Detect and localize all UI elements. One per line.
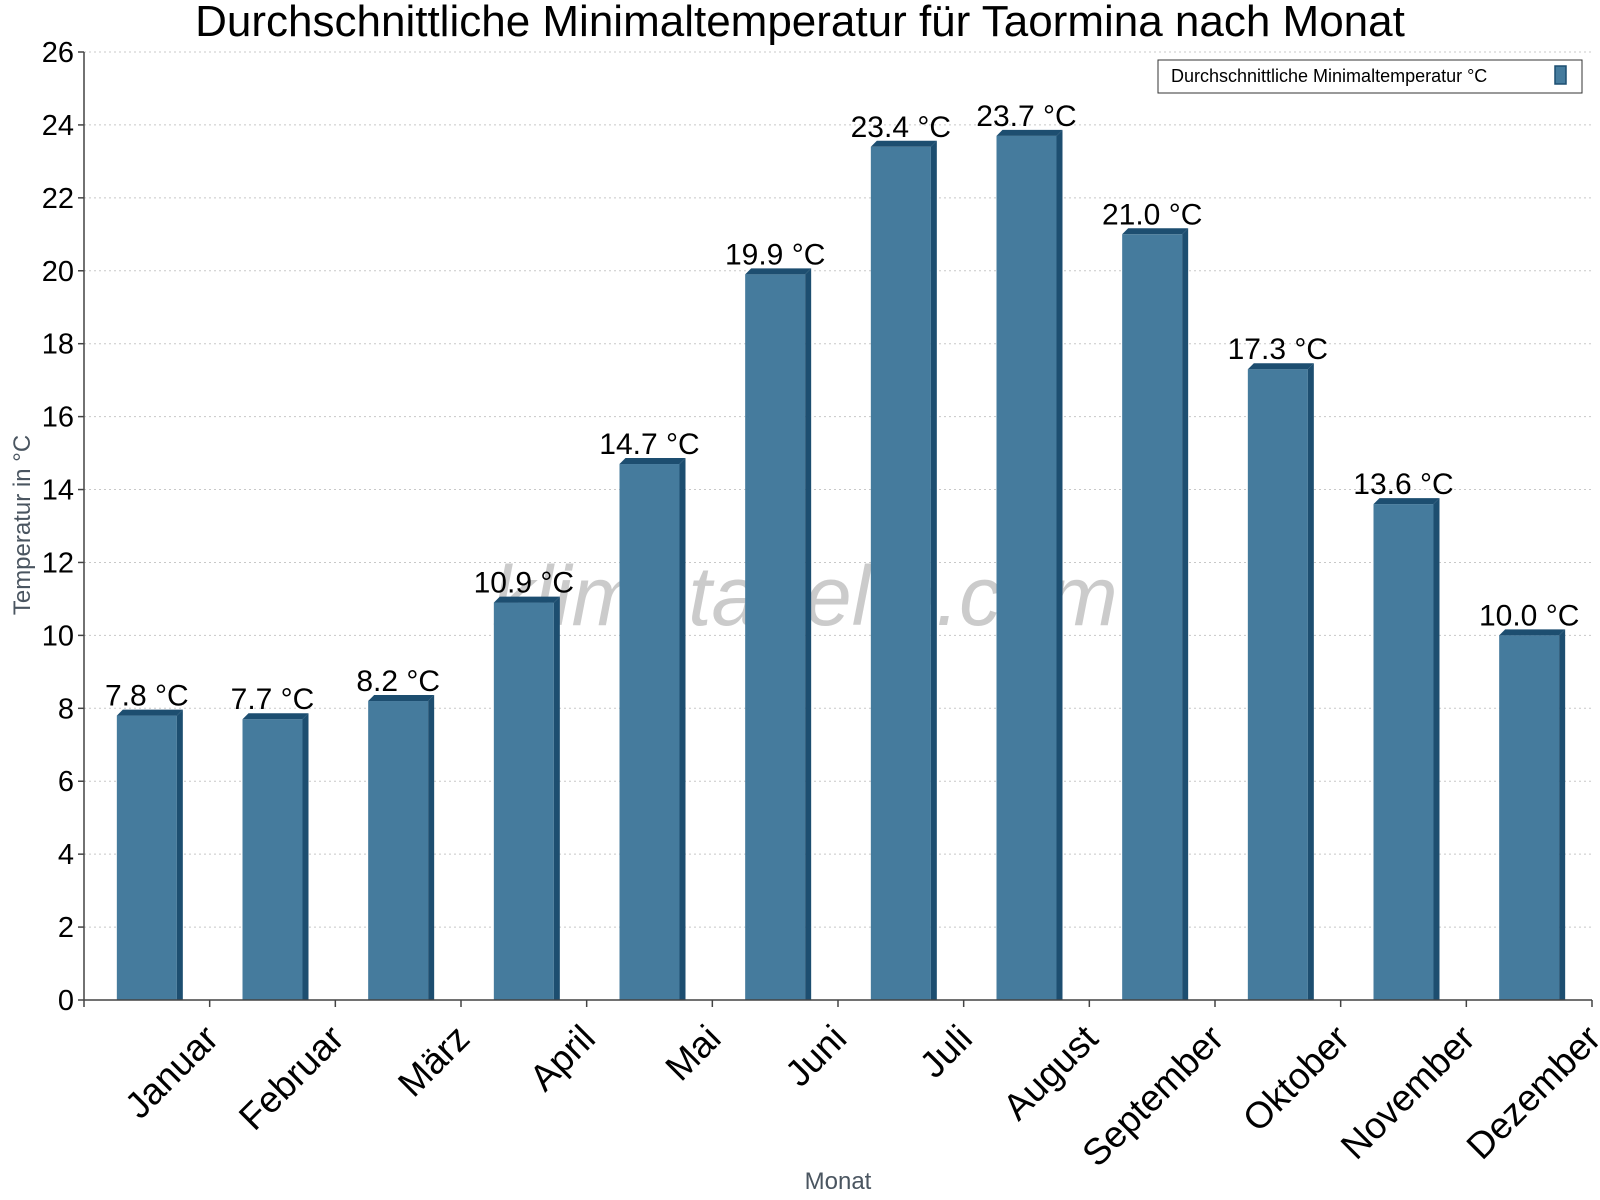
bar-side — [1307, 363, 1314, 1000]
data-labels: 7.8 °C 7.7 °C 8.2 °C 10.9 °C 14.7 °C 19.9 °C 2… — [105, 100, 1579, 716]
bar-face — [116, 715, 177, 1000]
bar — [1373, 498, 1440, 1000]
data-label: 10.9 °C — [474, 567, 574, 600]
bar-face — [493, 602, 554, 1000]
y-tick-label: 6 — [58, 766, 74, 798]
bar-face — [996, 135, 1057, 1000]
bar — [745, 268, 812, 1000]
bar-face — [745, 274, 806, 1000]
bar-top — [1247, 363, 1314, 370]
y-tick-label: 0 — [58, 985, 74, 1017]
bar-top — [1499, 629, 1566, 636]
y-tick-label: 26 — [42, 37, 74, 69]
bar-face — [870, 146, 931, 1001]
data-label: 8.2 °C — [356, 665, 440, 698]
bar — [870, 140, 937, 1001]
bar — [1247, 363, 1314, 1000]
bar-face — [619, 464, 680, 1000]
bar — [116, 709, 183, 1000]
legend-box — [1157, 59, 1583, 94]
bar-side — [1182, 228, 1189, 1001]
bar — [368, 695, 435, 1000]
y-tick-label: 22 — [42, 183, 74, 215]
bar-face — [1122, 234, 1183, 1001]
bar-side — [930, 140, 937, 1001]
y-tick-label: 24 — [42, 110, 74, 142]
x-axis-title: Monat — [805, 1168, 872, 1195]
x-tick-label: Dezember — [1459, 1017, 1600, 1167]
bar-side — [428, 695, 435, 1000]
bar-top — [116, 709, 183, 716]
bar-top — [745, 268, 812, 275]
bar — [1499, 629, 1566, 1000]
bar-top — [1122, 228, 1189, 235]
bar-top — [242, 713, 309, 720]
legend: Durchschnittliche Minimaltemperatur °C — [1157, 59, 1583, 94]
data-label: 23.4 °C — [851, 111, 951, 144]
bar-top — [870, 140, 937, 147]
y-tick-label: 20 — [42, 256, 74, 288]
x-axis-ticks: Januar Februar März April Mai Juni Juli AugustS… — [83, 1000, 1600, 1174]
bar-top — [1373, 498, 1440, 505]
x-tick-label: Juni — [777, 1017, 854, 1094]
gridlines — [84, 51, 1592, 928]
y-tick-label: 8 — [58, 693, 74, 725]
legend-swatch — [1554, 65, 1567, 85]
bar — [1122, 228, 1189, 1001]
bar-face — [1373, 504, 1434, 1000]
bar-side — [805, 268, 812, 1000]
y-tick-label: 10 — [42, 620, 74, 652]
bar-side — [1559, 629, 1566, 1000]
legend-item-label: Durchschnittliche Minimaltemperatur °C — [1171, 66, 1487, 86]
bar-top — [996, 129, 1063, 136]
bar-face — [1247, 369, 1308, 1000]
bar-top — [493, 596, 560, 603]
x-tick-label: März — [390, 1017, 477, 1104]
bar-side — [1433, 498, 1440, 1000]
x-tick-label: April — [522, 1017, 603, 1098]
data-label: 10.0 °C — [1479, 599, 1579, 632]
data-label: 19.9 °C — [725, 238, 825, 271]
bar-top — [368, 695, 435, 702]
bar — [493, 596, 560, 1000]
bar-face — [242, 719, 303, 1000]
bar-face — [1499, 635, 1560, 1000]
y-tick-label: 18 — [42, 329, 74, 361]
data-label: 7.8 °C — [105, 680, 189, 713]
x-tick-label: Januar — [117, 1017, 226, 1126]
data-label: 13.6 °C — [1353, 468, 1453, 501]
bar — [996, 129, 1063, 1000]
x-tick-label: Februar — [231, 1017, 352, 1138]
x-tick-label: November — [1333, 1017, 1483, 1167]
bar — [619, 458, 686, 1000]
x-tick-label: Oktober — [1235, 1017, 1357, 1139]
data-label: 23.7 °C — [976, 100, 1076, 133]
bars — [116, 129, 1566, 1001]
bar-top — [619, 458, 686, 465]
y-tick-label: 16 — [42, 402, 74, 434]
y-tick-label: 2 — [58, 912, 74, 944]
x-tick-label: August — [995, 1017, 1106, 1128]
bar-side — [553, 596, 560, 1000]
data-label: 17.3 °C — [1228, 333, 1328, 366]
bar — [242, 713, 309, 1000]
y-tick-label: 4 — [58, 839, 74, 871]
chart-title: Durchschnittliche Minimaltemperatur für … — [195, 0, 1405, 46]
data-label: 7.7 °C — [231, 683, 315, 716]
y-tick-label: 14 — [42, 475, 74, 507]
bar-side — [302, 713, 309, 1000]
bar-side — [1056, 129, 1063, 1000]
y-tick-label: 12 — [42, 547, 74, 579]
x-tick-label: Juli — [912, 1017, 980, 1085]
bar-side — [679, 458, 686, 1000]
bar-face — [368, 701, 429, 1000]
data-label: 14.7 °C — [599, 428, 699, 461]
y-axis-title: Temperatur in °C — [9, 435, 36, 615]
bar-side — [176, 709, 183, 1000]
x-tick-label: Mai — [658, 1017, 729, 1088]
data-label: 21.0 °C — [1102, 198, 1202, 231]
